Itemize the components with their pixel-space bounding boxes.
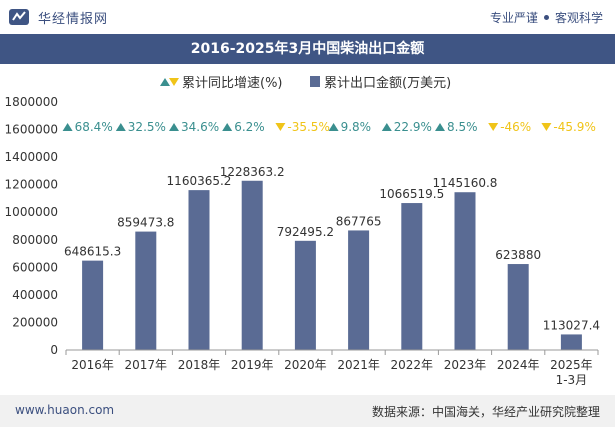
x-tick-label: 2018年: [178, 358, 221, 372]
growth-up-triangle-icon: [115, 123, 126, 131]
y-tick-label: 600000: [12, 260, 58, 274]
growth-label: 8.5%: [447, 120, 478, 134]
y-tick-label: 1600000: [5, 123, 58, 137]
x-tick-label-line: 2025年: [550, 358, 593, 372]
slogan: 专业严谨 客观科学: [490, 9, 603, 26]
separator-dot-icon: [543, 15, 549, 20]
data-label: 1160365.2: [167, 174, 232, 188]
bar-chart: 累计同比增速(%) 累计出口金额(万美元) 0 200000 400000 600000…: [5, 75, 600, 387]
legend-bar-swatch: [310, 76, 320, 87]
x-tick-label-line: 2024年: [497, 358, 540, 372]
x-tick-label: 2025年 1-3月: [550, 358, 593, 387]
x-tick-label: 2020年: [284, 358, 327, 372]
growth-down-triangle-icon: [488, 123, 499, 131]
y-tick-label: 1400000: [5, 150, 58, 164]
bar: [241, 180, 263, 350]
legend-up-triangle-icon: [160, 78, 170, 86]
growth-down-triangle-icon: [275, 123, 286, 131]
legend-down-triangle-icon: [169, 78, 179, 86]
chart-title: 2016-2025年3月中国柴油出口金额: [190, 41, 425, 57]
growth-label: 32.5%: [128, 120, 166, 134]
growth-up-triangle-icon: [169, 123, 179, 131]
legend-label-amount: 累计出口金额(万美元): [324, 75, 451, 91]
data-label: 1066519.5: [379, 187, 444, 201]
growth-up-triangle-icon: [381, 123, 392, 131]
y-tick-label: 800000: [12, 233, 58, 247]
y-tick-label: 1800000: [5, 95, 58, 109]
x-tick-label: 2024年: [497, 358, 540, 372]
slogan-left: 专业严谨: [489, 11, 538, 25]
x-tick-label-line: 2017年: [125, 358, 168, 372]
x-tick-label-line: 2016年: [71, 358, 114, 372]
huajing-logo-icon: [9, 9, 29, 25]
x-tick-label: 2017年: [125, 358, 168, 372]
legend-label-growth: 累计同比增速(%): [182, 76, 283, 91]
data-label: 623880: [495, 248, 541, 262]
growth-label: 22.9%: [394, 120, 432, 134]
x-tick-label-line: 2022年: [391, 358, 434, 372]
y-tick-label: 1200000: [5, 178, 58, 192]
bar: [348, 230, 370, 350]
growth-label: 6.2%: [234, 120, 265, 134]
title-bar: 2016-2025年3月中国柴油出口金额: [0, 34, 615, 64]
legend: 累计同比增速(%) 累计出口金额(万美元): [160, 75, 451, 91]
x-tick-label-line: 2019年: [231, 358, 274, 372]
growth-up-triangle-icon: [62, 123, 73, 131]
growth-label: 9.8%: [341, 120, 372, 134]
slogan-right: 客观科学: [554, 11, 603, 25]
bar: [507, 264, 529, 350]
x-tick-label-line: 2021年: [337, 358, 380, 372]
footer: www.huaon.com 数据来源：中国海关，华经产业研究院整理: [0, 395, 615, 427]
data-label: 867765: [336, 214, 382, 228]
data-label: 792495.2: [277, 225, 334, 239]
y-tick-label: 1000000: [5, 205, 58, 219]
growth-label: 34.6%: [181, 120, 219, 134]
y-tick-label: 0: [50, 343, 58, 357]
x-tick-label: 2021年: [337, 358, 380, 372]
top-bar: 华经情报网 专业严谨 客观科学: [0, 0, 615, 34]
growth-label: -35.5%: [287, 120, 329, 134]
bar: [294, 240, 316, 350]
data-label: 859473.8: [117, 216, 174, 230]
bar: [560, 334, 582, 350]
growth-row: 68.4% 32.5% 34.6% 6.2% -35.5% 9.8% 22.9% 8.5% -4…: [62, 120, 596, 134]
growth-up-triangle-icon: [328, 123, 339, 131]
x-tick-label-line: 2020年: [284, 358, 327, 372]
bar: [401, 203, 423, 350]
data-label: 113027.4: [543, 318, 600, 332]
growth-down-triangle-icon: [541, 123, 552, 131]
brand-name: 华经情报网: [38, 11, 109, 27]
x-tick-label: 2019年: [231, 358, 274, 372]
data-label: 1145160.8: [433, 176, 498, 190]
y-tick-label: 200000: [12, 315, 58, 329]
footer-source: 数据来源：中国海关，华经产业研究院整理: [371, 405, 600, 419]
data-label: 648615.3: [64, 245, 121, 259]
growth-up-triangle-icon: [435, 123, 445, 131]
growth-label: -46%: [500, 120, 531, 134]
x-tick-label-line: 2023年: [444, 358, 487, 372]
footer-site: www.huaon.com: [15, 403, 115, 417]
x-axis: 2016年 2017年 2018年 2019年 2020年 2021年 2022年 2023年…: [65, 349, 599, 387]
bar: [135, 231, 157, 350]
bar: [454, 192, 476, 350]
brand: 华经情报网: [8, 7, 108, 27]
x-tick-label: 2023年: [444, 358, 487, 372]
y-axis: 0 200000 400000 600000 800000 1000000 1200000 1…: [5, 95, 58, 357]
growth-label: 68.4%: [75, 120, 113, 134]
bar: [82, 260, 104, 350]
x-tick-label-line: 1-3月: [556, 373, 588, 387]
bar: [188, 190, 210, 350]
growth-label: -45.9%: [553, 120, 595, 134]
x-tick-label-line: 2018年: [178, 358, 221, 372]
data-label: 1228363.2: [220, 165, 285, 179]
bars: [82, 180, 582, 350]
y-tick-label: 400000: [12, 288, 58, 302]
x-tick-label: 2016年: [71, 358, 114, 372]
x-tick-label: 2022年: [391, 358, 434, 372]
growth-up-triangle-icon: [222, 123, 233, 131]
